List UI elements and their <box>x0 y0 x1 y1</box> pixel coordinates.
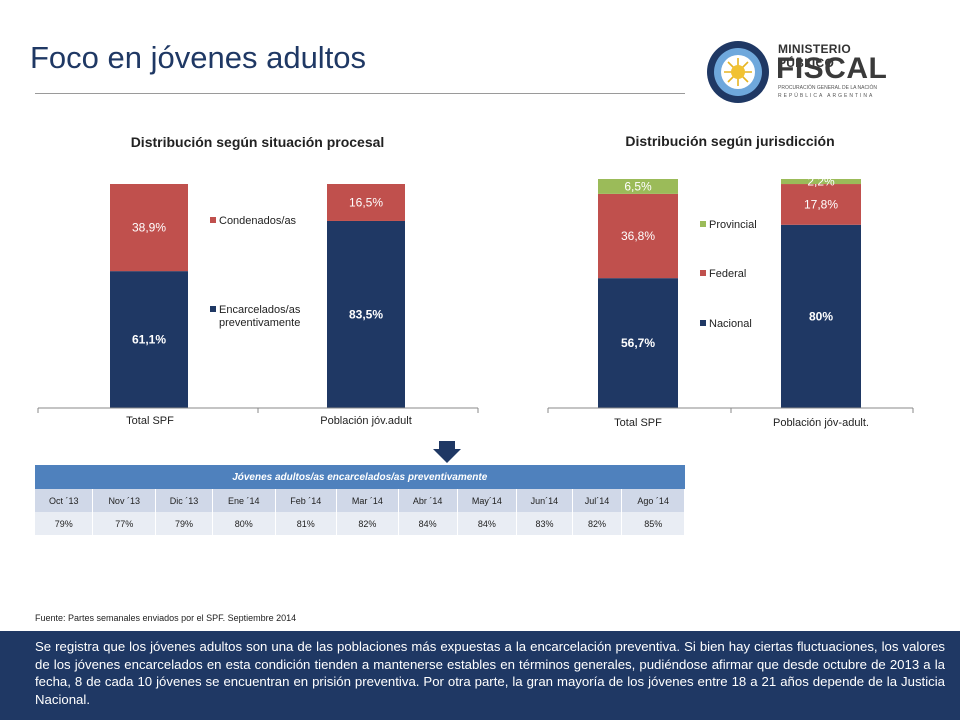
bar-segment <box>598 179 678 194</box>
category-label: Población jóv-adult. <box>773 417 869 429</box>
month-cell: Feb ´14 <box>275 489 338 512</box>
legend-label: Encarcelados/as <box>219 304 301 316</box>
legend-label: Provincial <box>709 219 757 231</box>
legend-swatch <box>210 306 216 312</box>
value-cell: 85% <box>621 512 685 535</box>
value-cell: 82% <box>336 512 399 535</box>
value-cell: 82% <box>572 512 623 535</box>
table-header: Jóvenes adultos/as encarcelados/as preve… <box>35 465 685 489</box>
bar-segment <box>327 184 405 221</box>
legend-label: Condenados/as <box>219 215 297 227</box>
bar-segment <box>598 278 678 408</box>
legend-label: Nacional <box>709 318 752 330</box>
month-cell: Abr ´14 <box>398 489 458 512</box>
logo-line-ministerio: MINISTERIO PÚBLICO <box>778 42 852 70</box>
category-label: Total SPF <box>126 415 174 427</box>
data-label: 2,2% <box>807 175 835 189</box>
month-cell: Ago ´14 <box>621 489 685 512</box>
ministerio-publico-fiscal-logo: MINISTERIO PÚBLICO FISCAL PROCURACIÓN GE… <box>706 36 906 106</box>
month-cell: Jul´14 <box>572 489 623 512</box>
data-label: 83,5% <box>349 307 383 321</box>
bar-segment <box>110 271 188 408</box>
logo-line-procuracion: PROCURACIÓN GENERAL DE LA NACIÓN <box>778 85 878 91</box>
data-label: 56,7% <box>621 336 655 350</box>
value-cell: 79% <box>155 512 213 535</box>
data-label: 61,1% <box>132 333 166 347</box>
source-note: Fuente: Partes semanales enviados por el… <box>35 613 297 623</box>
month-cell: Mar ´14 <box>336 489 399 512</box>
logo-line-fiscal: FISCAL <box>776 52 888 85</box>
bar-segment <box>781 179 861 185</box>
month-cell: Nov ´13 <box>92 489 156 512</box>
legend-swatch <box>700 221 706 227</box>
bar-segment <box>598 193 678 279</box>
month-cell: Dic ´13 <box>155 489 213 512</box>
values-row: 79% 77% 79% 80% 81% 82% 84% 84% 83% 82% 85% <box>35 512 685 535</box>
bar-segment <box>110 184 188 272</box>
data-label: 16,5% <box>349 195 383 209</box>
months-row: Oct ´13 Nov ´13 Dic ´13 Ene ´14 Feb ´14 Mar ´… <box>35 489 685 512</box>
data-label: 36,8% <box>621 229 655 243</box>
chart-2-title: Distribución según jurisdicción <box>625 133 835 149</box>
value-cell: 79% <box>35 512 94 535</box>
legend-label: Federal <box>709 268 746 280</box>
value-cell: 83% <box>516 512 573 535</box>
bar-segment <box>781 184 861 225</box>
legend-swatch <box>210 217 216 223</box>
category-label: Población jóv.adult <box>320 415 412 427</box>
bar-segment <box>327 220 405 408</box>
legend-swatch <box>700 320 706 326</box>
chart-1-title: Distribución según situación procesal <box>130 134 385 150</box>
footer-text: Se registra que los jóvenes adultos son … <box>35 639 945 707</box>
page-title: Foco en jóvenes adultos <box>30 40 367 75</box>
data-label: 17,8% <box>804 197 838 211</box>
footer-band <box>0 631 960 720</box>
value-cell: 84% <box>457 512 518 535</box>
legend-label: preventivamente <box>219 317 300 329</box>
down-arrow-icon <box>433 441 461 463</box>
title-divider <box>35 93 685 94</box>
month-cell: Ene ´14 <box>212 489 276 512</box>
month-cell: May´14 <box>457 489 518 512</box>
logo-line-republica: REPÚBLICA ARGENTINA <box>778 93 875 99</box>
sun-emblem-icon <box>707 41 769 103</box>
data-label: 80% <box>809 309 833 323</box>
value-cell: 80% <box>212 512 276 535</box>
month-cell: Oct ´13 <box>35 489 94 512</box>
data-label: 6,5% <box>624 179 652 193</box>
value-cell: 81% <box>275 512 338 535</box>
preventive-detention-table: Jóvenes adultos/as encarcelados/as preve… <box>35 465 685 535</box>
category-label: Total SPF <box>614 417 662 429</box>
data-label: 38,9% <box>132 221 166 235</box>
bar-segment <box>781 224 861 408</box>
legend-swatch <box>700 270 706 276</box>
month-cell: Jun´14 <box>516 489 573 512</box>
value-cell: 77% <box>92 512 156 535</box>
value-cell: 84% <box>398 512 458 535</box>
